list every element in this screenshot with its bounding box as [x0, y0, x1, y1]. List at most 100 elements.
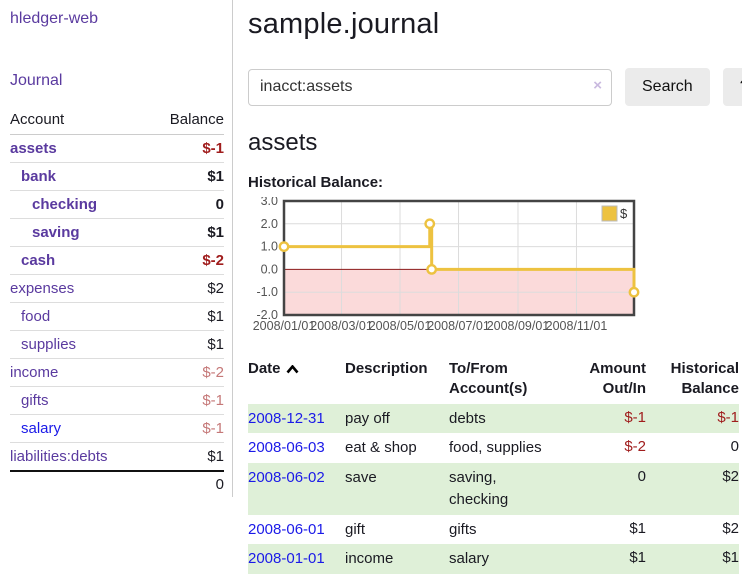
account-link-salary[interactable]: salary [21, 420, 62, 437]
account-link-saving[interactable]: saving [32, 224, 80, 241]
account-balance: $1 [148, 442, 224, 471]
transaction-accounts: saving, checking [449, 469, 509, 508]
register-header-row: Date Description To/From Account(s) Amou… [248, 356, 739, 404]
svg-text:$: $ [620, 206, 628, 221]
transaction-amount: $-2 [624, 438, 646, 456]
account-link-supplies[interactable]: supplies [21, 336, 77, 353]
account-row: checking 0 [10, 190, 224, 219]
register-table: Date Description To/From Account(s) Amou… [248, 356, 739, 574]
transaction-date-link[interactable]: 2008-06-02 [248, 469, 325, 486]
chevron-up-icon [286, 361, 299, 378]
account-row: supplies $1 [10, 330, 224, 359]
account-balance: $-1 [148, 386, 224, 415]
account-row: gifts $-1 [10, 386, 224, 415]
transaction-description: income [345, 550, 394, 568]
account-link-expenses[interactable]: expenses [10, 280, 75, 297]
accounts-header-row: Account Balance [10, 106, 224, 135]
transaction-balance: $2 [722, 468, 739, 485]
svg-text:2008/03/01: 2008/03/01 [310, 319, 373, 333]
account-balance: 0 [148, 190, 224, 219]
transaction-balance: $2 [722, 519, 739, 537]
svg-text:0.0: 0.0 [261, 262, 278, 276]
transaction-description: pay off [345, 409, 390, 427]
transaction-accounts: debts [449, 409, 486, 427]
svg-text:2.0: 2.0 [261, 217, 278, 231]
search-input[interactable] [248, 68, 612, 106]
account-link-bank[interactable]: bank [21, 168, 57, 185]
search-row: × Search ? [248, 68, 742, 106]
transaction-accounts: salary [449, 550, 490, 568]
account-link-income[interactable]: income [10, 364, 59, 381]
accounts-table: Account Balance assets $-1 bank $1 checking 0… [10, 106, 224, 497]
transaction-balance: 0 [730, 438, 739, 456]
account-row: cash $-2 [10, 246, 224, 275]
clear-search-icon[interactable]: × [593, 76, 602, 94]
account-link-checking[interactable]: checking [32, 196, 98, 213]
search-box: × [248, 68, 612, 106]
transaction-balance: $-1 [717, 408, 739, 426]
help-button[interactable]: ? [722, 68, 742, 106]
register-row: 2008-06-01 gift gifts $1 $2 [248, 515, 739, 545]
svg-text:2008/01/01: 2008/01/01 [253, 319, 316, 333]
account-link-food[interactable]: food [21, 308, 51, 325]
register-header-amount: Amount Out/In [589, 360, 646, 398]
account-row: income $-2 [10, 358, 224, 387]
register-header-description: Description [345, 360, 428, 377]
account-balance: $2 [148, 274, 224, 303]
register-row: 2008-06-02 save saving, checking 0 $2 [248, 463, 739, 515]
register-header-date[interactable]: Date [248, 356, 345, 404]
transaction-accounts: food, supplies [449, 439, 542, 457]
sidebar-item-journal[interactable]: Journal [10, 72, 63, 89]
svg-text:-1.0: -1.0 [256, 285, 278, 299]
main-content: sample.journal × Search ? assets Histori… [233, 0, 742, 574]
svg-text:-2.0: -2.0 [256, 308, 278, 322]
app-brand-link[interactable]: hledger-web [10, 10, 99, 27]
register-row: 2008-12-31 pay off debts $-1 $-1 [248, 403, 739, 434]
account-balance: $1 [148, 218, 224, 247]
sidebar: hledger-web Journal Account Balance asse… [0, 0, 233, 497]
transaction-amount: $1 [629, 519, 646, 537]
svg-text:2008/05/01: 2008/05/01 [369, 319, 432, 333]
transaction-accounts: gifts [449, 520, 477, 538]
account-balance: $-1 [202, 140, 224, 157]
accounts-total-row: 0 [10, 470, 224, 497]
account-row: liabilities:debts $1 [10, 442, 224, 471]
account-link-assets[interactable]: assets [10, 140, 57, 157]
account-balance: $-2 [148, 358, 224, 387]
svg-text:2008/07/01: 2008/07/01 [427, 319, 490, 333]
account-row: saving $1 [10, 218, 224, 247]
accounts-total-value: 0 [148, 470, 224, 497]
account-heading: assets [248, 129, 318, 156]
account-row: assets $-1 [10, 135, 224, 163]
chart-label: Historical Balance: [248, 174, 384, 191]
account-link-liabilities-debts[interactable]: liabilities:debts [10, 448, 108, 465]
accounts-header-balance: Balance [148, 106, 224, 135]
transaction-description: gift [345, 520, 366, 538]
register-header-date-label: Date [248, 360, 281, 377]
search-button[interactable]: Search [625, 68, 710, 106]
transaction-description: save [345, 469, 377, 486]
register-header-balance: Historical Balance [670, 360, 739, 398]
account-row: food $1 [10, 302, 224, 331]
svg-text:3.0: 3.0 [261, 197, 278, 208]
transaction-amount: 0 [637, 468, 646, 485]
account-link-cash[interactable]: cash [21, 252, 56, 269]
transaction-balance: $1 [722, 549, 739, 567]
transaction-date-link[interactable]: 2008-06-03 [248, 439, 325, 457]
transaction-date-link[interactable]: 2008-06-01 [248, 520, 325, 538]
transaction-description: eat & shop [345, 439, 417, 457]
register-row: 2008-06-03 eat & shop food, supplies $-2 0 [248, 433, 739, 463]
account-balance: $-2 [148, 246, 224, 275]
svg-text:1.0: 1.0 [261, 240, 278, 254]
account-link-gifts[interactable]: gifts [21, 392, 49, 409]
svg-text:2008/09/01: 2008/09/01 [487, 319, 550, 333]
account-balance: $1 [148, 302, 224, 331]
svg-text:2008/11/01: 2008/11/01 [546, 319, 608, 333]
register-row: 2008-01-01 income salary $1 $1 [248, 544, 739, 574]
transaction-date-link[interactable]: 2008-12-31 [248, 409, 325, 427]
account-balance: $1 [148, 330, 224, 359]
transaction-date-link[interactable]: 2008-01-01 [248, 550, 325, 568]
account-balance: $-1 [148, 414, 224, 443]
account-row: bank $1 [10, 162, 224, 191]
